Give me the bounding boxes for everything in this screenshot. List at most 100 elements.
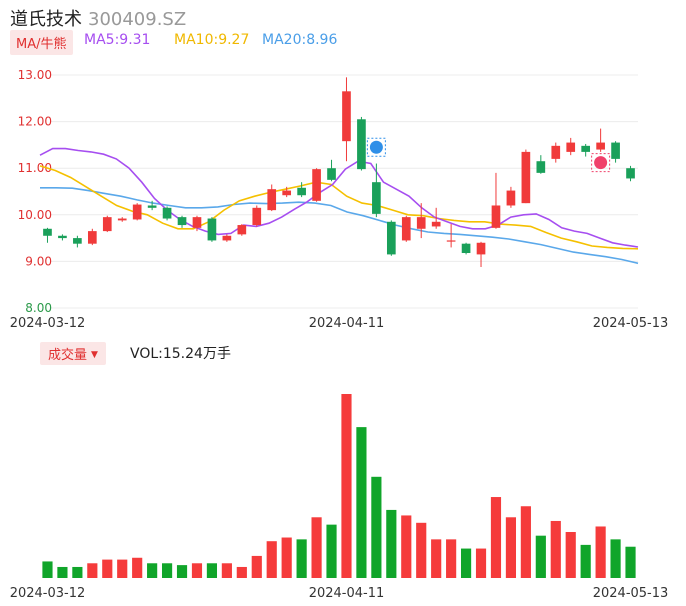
x-tick-label: 2024-03-12 — [10, 316, 86, 331]
candle-body — [73, 238, 82, 244]
candle-body — [521, 151, 531, 204]
volume-bar — [236, 566, 247, 578]
candle-body — [147, 205, 157, 208]
volume-bar — [625, 546, 636, 578]
candle-body — [461, 243, 471, 254]
candle-body — [252, 207, 262, 226]
volume-bar — [281, 537, 292, 578]
volume-bar — [326, 524, 337, 578]
volume-bar — [490, 497, 502, 578]
candle-body — [566, 142, 576, 152]
candle-body — [207, 218, 217, 241]
candle-body — [102, 217, 112, 232]
candle-body — [222, 235, 232, 241]
volume-bar — [296, 539, 307, 578]
volume-bar — [431, 539, 442, 578]
volume-bar — [565, 532, 576, 578]
stock-name: 道氏技术 — [10, 9, 82, 30]
dropdown-triangle-icon: ▼ — [91, 350, 98, 360]
candle-body — [431, 221, 441, 227]
event-marker-icon — [594, 156, 608, 170]
ma20-label: MA20:8.96 — [262, 32, 338, 48]
volume-bar — [505, 517, 517, 578]
volume-bar — [356, 427, 367, 578]
ma20-line — [40, 187, 639, 265]
candle-body — [416, 217, 426, 229]
volume-button-label: 成交量 — [48, 348, 88, 363]
volume-bar — [475, 548, 487, 578]
volume-bar — [176, 565, 188, 578]
volume-indicator-button[interactable]: 成交量 ▼ — [40, 342, 106, 365]
volume-x-tick-label: 2024-03-12 — [10, 586, 86, 601]
candle-body — [132, 204, 142, 220]
candle-body — [596, 142, 605, 150]
volume-bar — [57, 566, 68, 578]
volume-bar — [87, 563, 98, 578]
x-tick-label: 2024-05-13 — [593, 316, 669, 331]
y-tick-label: 12.00 — [18, 115, 52, 129]
volume-bar — [460, 548, 472, 578]
candle-body — [312, 169, 321, 201]
volume-bar — [341, 394, 352, 578]
volume-bar — [191, 563, 203, 578]
candle-body — [372, 182, 381, 214]
ma5-label: MA5:9.31 — [84, 32, 151, 48]
volume-bar — [132, 557, 143, 578]
event-marker-icon-frame — [366, 137, 386, 157]
candle-body — [162, 207, 172, 219]
volume-bar — [416, 522, 427, 578]
candle-body — [43, 228, 52, 236]
candle-body — [117, 218, 127, 221]
candle-body — [581, 145, 591, 152]
ma10-line — [39, 165, 639, 250]
volume-bar — [266, 541, 277, 578]
candle-body — [536, 161, 546, 173]
candle-body — [297, 187, 306, 196]
candle-body — [177, 217, 187, 226]
volume-bar — [102, 559, 113, 578]
candle-body — [401, 217, 411, 241]
y-tick-label: 11.00 — [18, 161, 52, 175]
event-marker-icon-frame — [591, 153, 611, 173]
volume-bar — [251, 555, 262, 578]
y-tick-label: 13.00 — [18, 68, 52, 82]
volume-x-tick-label: 2024-05-13 — [593, 586, 669, 601]
volume-bar — [386, 509, 397, 578]
candle-body — [58, 235, 67, 239]
volume-bar — [550, 520, 561, 578]
ma10-label: MA10:9.27 — [174, 32, 250, 48]
candle-body — [192, 217, 202, 228]
volume-value-label: VOL:15.24万手 — [130, 346, 231, 362]
volume-x-tick-label: 2024-04-11 — [309, 586, 385, 601]
ma-indicator-button[interactable]: MA/牛熊 — [10, 30, 73, 55]
y-tick-label: 10.00 — [18, 208, 52, 222]
candle-body — [87, 231, 97, 244]
y-tick-label: 9.00 — [25, 254, 52, 268]
stock-title: 道氏技术 300409.SZ — [10, 5, 186, 31]
volume-bar — [535, 535, 546, 578]
y-tick-label: 8.00 — [25, 301, 52, 315]
ma5-line — [39, 147, 639, 248]
candle-body — [476, 242, 486, 255]
candle-body — [342, 91, 351, 142]
candle-body — [386, 221, 396, 255]
volume-bar — [580, 544, 591, 578]
volume-bar — [117, 559, 128, 578]
event-marker-icon — [369, 140, 383, 154]
x-tick-label: 2024-04-11 — [309, 316, 385, 331]
candle-body — [611, 142, 620, 159]
volume-bar — [610, 539, 621, 578]
volume-bar — [147, 563, 158, 578]
candle-body — [626, 168, 635, 179]
candle-body — [446, 240, 456, 242]
volume-bar — [371, 476, 382, 578]
candle-body — [491, 205, 501, 228]
candle-body — [282, 190, 292, 196]
volume-bar — [401, 515, 412, 578]
candle-body — [357, 119, 366, 170]
candle-body — [267, 189, 277, 211]
volume-bar — [520, 506, 531, 578]
volume-bar — [72, 566, 83, 578]
volume-bar — [446, 539, 457, 578]
